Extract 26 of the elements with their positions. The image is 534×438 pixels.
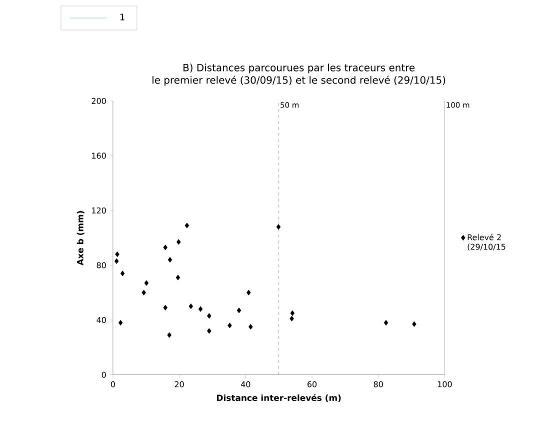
point [207, 328, 212, 334]
point [114, 258, 119, 264]
point [115, 252, 120, 258]
point [144, 280, 149, 286]
point [176, 274, 180, 280]
point [290, 310, 295, 316]
point [276, 224, 281, 230]
chart-title: B) Distances parcourues par les traceurs entre le premier relevé (30/09/15) et le second relevé (29/10/15) [152, 64, 446, 86]
point [168, 257, 172, 263]
point [163, 305, 168, 311]
x-axis-title: Distance inter-relevés (m) [217, 394, 341, 402]
point [167, 332, 172, 338]
point [184, 222, 190, 228]
point [248, 324, 253, 330]
point [163, 244, 168, 250]
point [384, 320, 388, 326]
point [188, 304, 194, 310]
point [228, 322, 232, 328]
y-axis-title: Axe b (mm) [76, 211, 84, 266]
point [120, 270, 125, 276]
point [207, 313, 212, 319]
point [176, 239, 181, 245]
point [118, 320, 123, 326]
legend-label: 1 [120, 14, 124, 20]
point [198, 306, 203, 312]
point [236, 308, 242, 314]
